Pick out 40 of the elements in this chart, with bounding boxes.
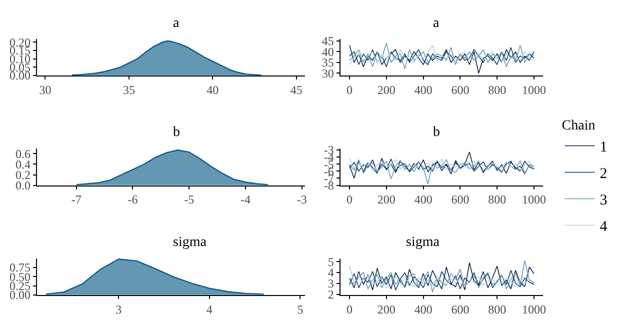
x-tick-label: 1000 xyxy=(522,302,546,316)
x-tick-label: 400 xyxy=(414,302,432,316)
legend-label: 1 xyxy=(600,140,608,156)
x-tick-label: 400 xyxy=(414,82,432,97)
x-tick-label: 5 xyxy=(297,302,304,316)
x-tick-label: 600 xyxy=(451,82,470,97)
x-tick-label: 800 xyxy=(488,192,506,207)
legend-title: Chain xyxy=(562,118,596,134)
chart-title: b xyxy=(173,125,180,140)
x-tick-label: 30 xyxy=(39,82,52,97)
chart-title: sigma xyxy=(173,235,208,250)
x-tick-label: 35 xyxy=(122,82,135,97)
chart-title: a xyxy=(173,16,180,31)
x-tick-label: -5 xyxy=(184,192,194,207)
x-tick-label: 800 xyxy=(488,302,506,316)
x-tick-label: 600 xyxy=(451,192,470,207)
x-tick-label: 800 xyxy=(488,82,506,97)
x-tick-label: -6 xyxy=(128,192,138,207)
legend-label: 2 xyxy=(600,166,608,182)
x-tick-label: 3 xyxy=(116,302,122,316)
x-tick-label: -3 xyxy=(296,192,307,207)
x-tick-label: 400 xyxy=(414,192,432,207)
x-tick-label: 45 xyxy=(290,82,302,97)
x-tick-label: 1000 xyxy=(522,82,546,97)
x-tick-label: -7 xyxy=(71,192,82,207)
chart-title: b xyxy=(433,125,440,140)
x-tick-label: 200 xyxy=(377,192,396,207)
x-tick-label: 40 xyxy=(206,82,219,97)
x-tick-label: 1000 xyxy=(522,192,546,207)
x-tick-label: 600 xyxy=(451,302,470,316)
x-tick-label: 200 xyxy=(377,82,396,97)
x-tick-label: 0 xyxy=(346,302,353,316)
chart-title: sigma xyxy=(406,235,440,250)
x-tick-label: 0 xyxy=(346,192,353,207)
x-tick-label: -4 xyxy=(240,192,251,207)
chart-title: a xyxy=(433,16,440,31)
x-tick-label: 200 xyxy=(377,302,396,316)
x-tick-label: 4 xyxy=(206,302,212,316)
x-tick-label: 0 xyxy=(346,82,353,97)
legend-label: 4 xyxy=(600,219,608,236)
